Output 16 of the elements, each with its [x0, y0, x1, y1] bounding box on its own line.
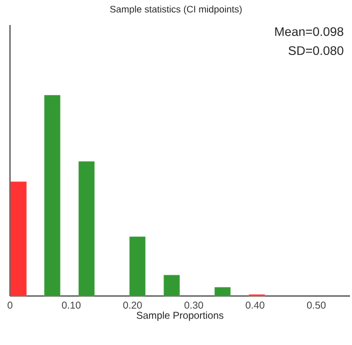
x-tick-label: 0.50: [307, 302, 326, 309]
bar: [78, 161, 95, 296]
bar: [10, 182, 27, 296]
text: SD=0.080: [288, 46, 344, 56]
x-axis-title: Sample Proportions: [136, 312, 224, 321]
x-tick-label: 0.20: [123, 302, 142, 309]
x-tick-label: 0: [8, 302, 12, 309]
chart-title: Sample statistics (CI midpoints): [110, 6, 242, 14]
text: Mean=0.098: [275, 27, 344, 36]
bar: [214, 287, 231, 296]
x-tick-label: 0.10: [62, 302, 81, 309]
x-tick-label: 0.30: [184, 302, 204, 309]
bar: [129, 236, 146, 296]
bar: [44, 95, 60, 296]
x-tick-label: 0.40: [246, 302, 264, 309]
bar: [164, 274, 180, 296]
